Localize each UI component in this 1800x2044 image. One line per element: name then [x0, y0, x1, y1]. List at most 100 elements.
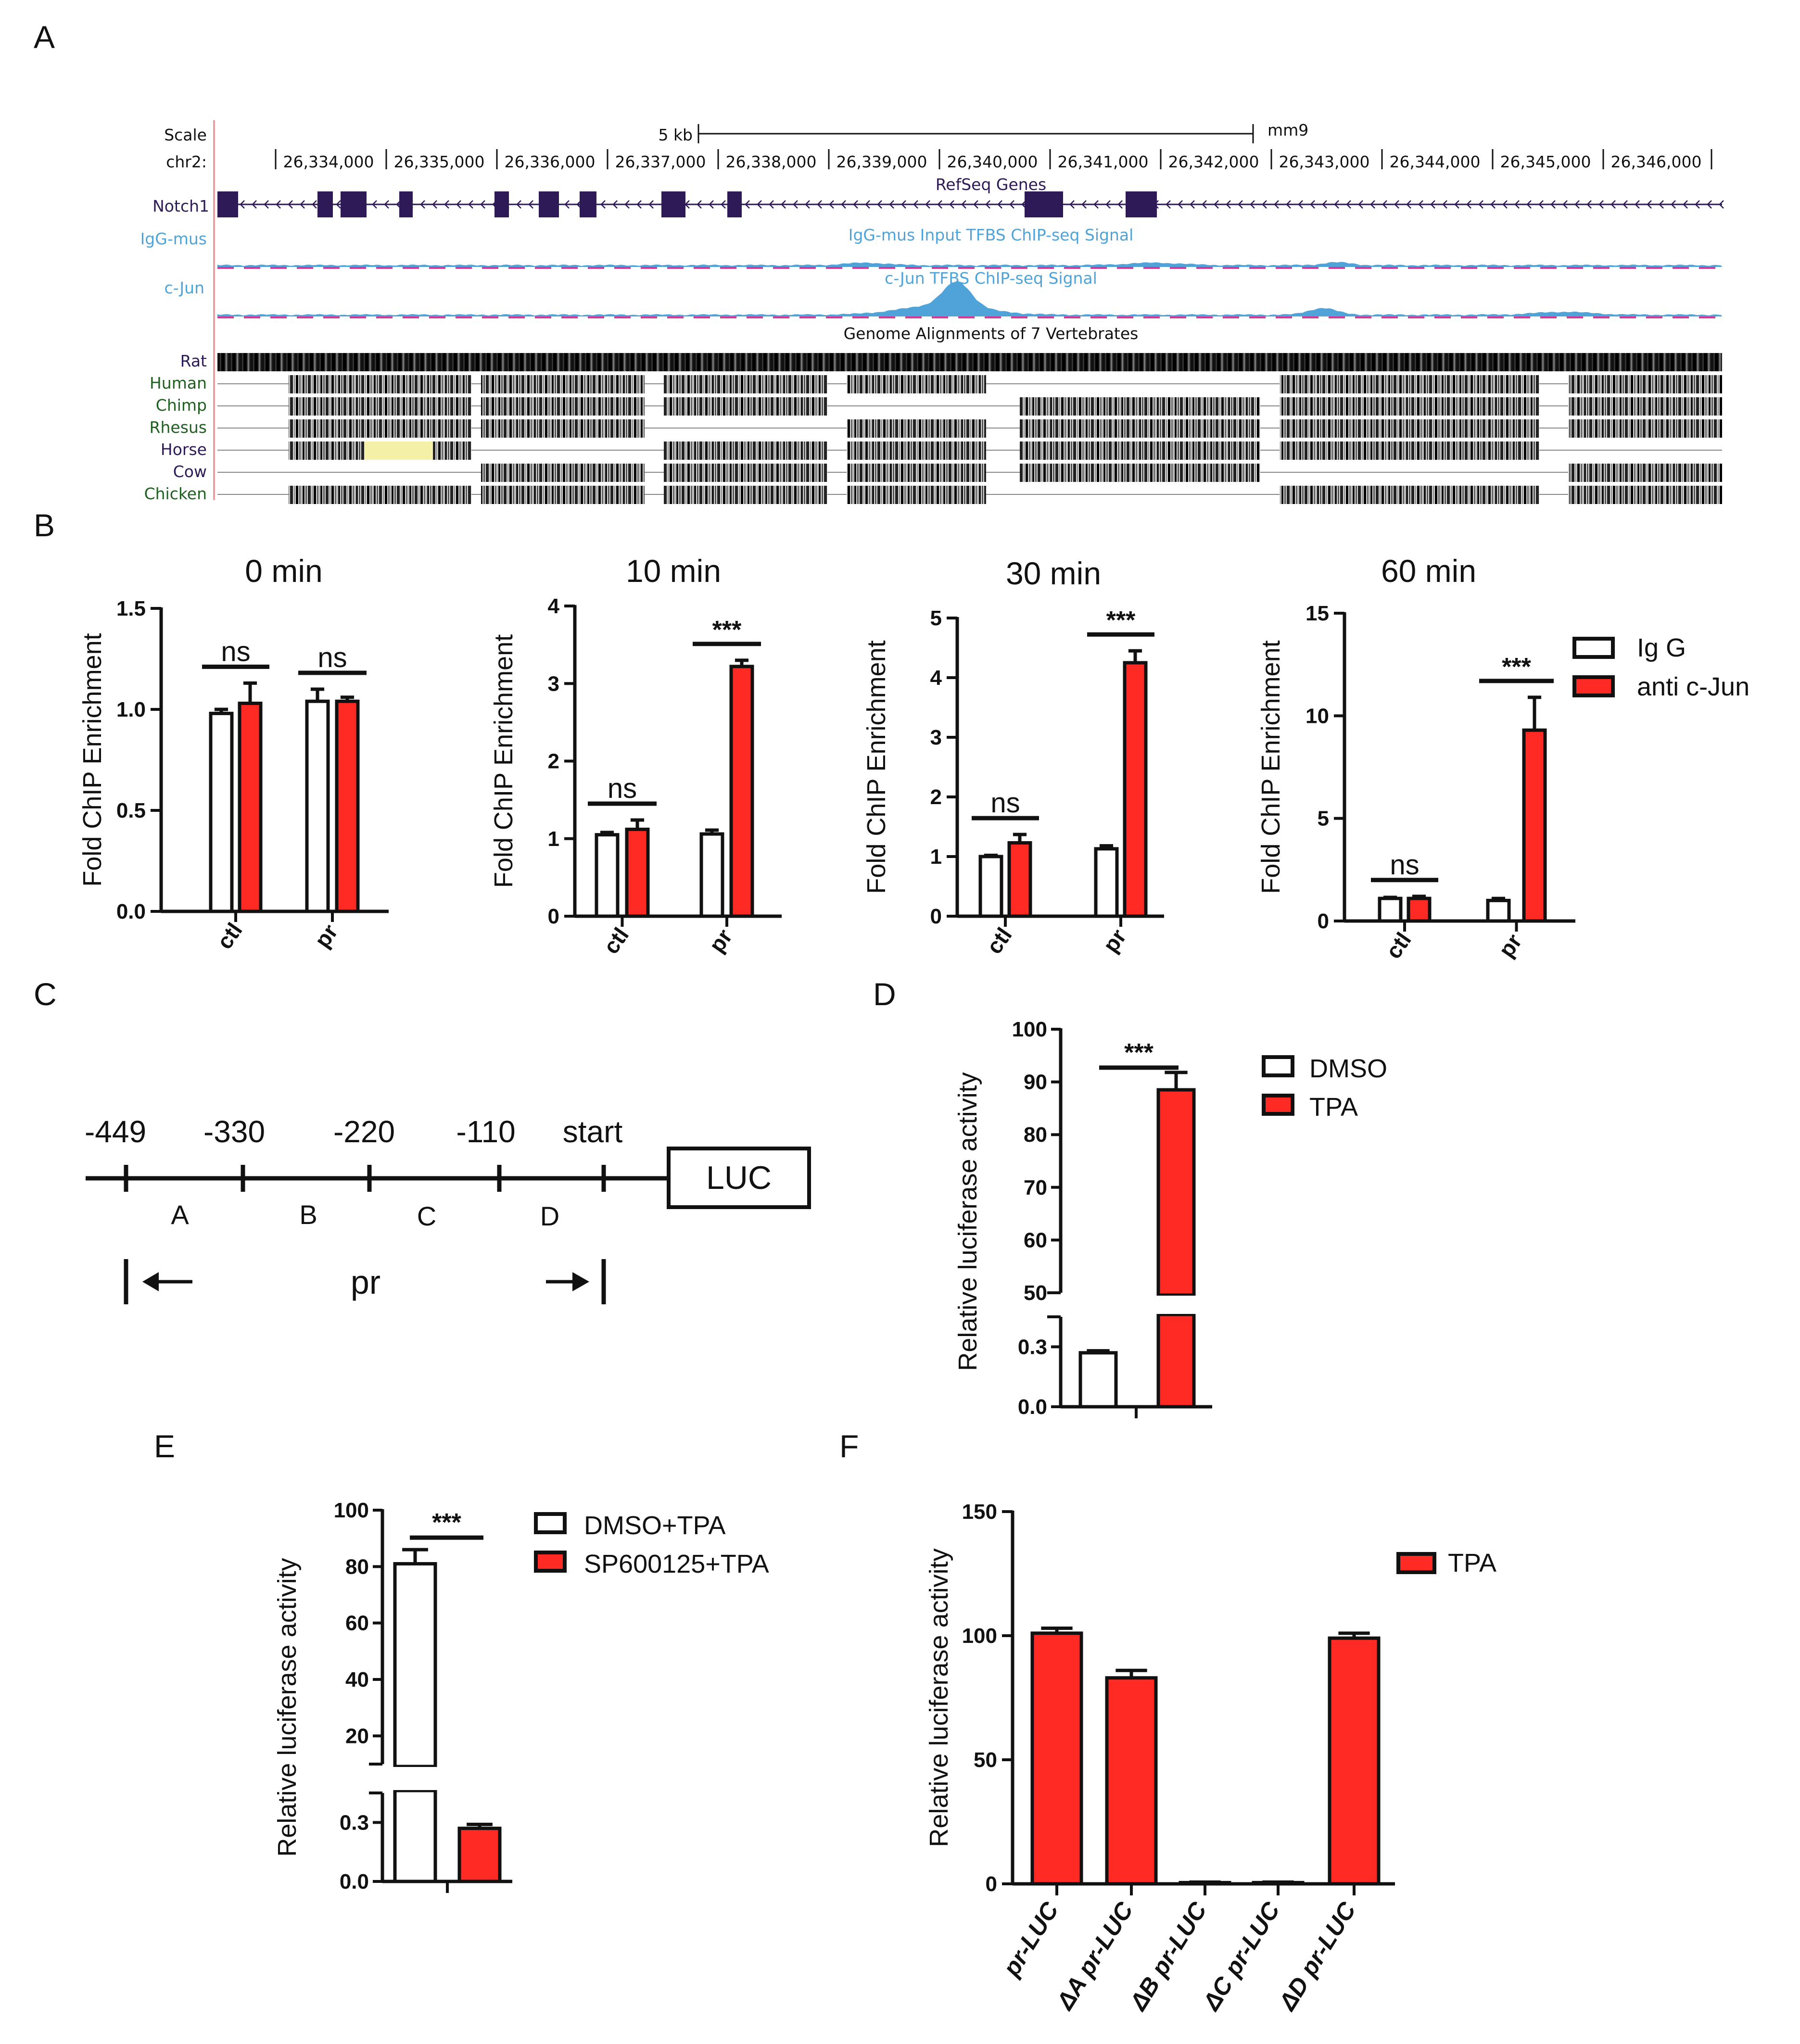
strand-chevron	[1418, 200, 1423, 209]
bar-control	[1078, 1351, 1118, 1409]
strand-chevron	[1562, 200, 1568, 209]
strand-chevron	[372, 200, 377, 209]
strand-chevron	[636, 200, 642, 209]
strand-chevron	[901, 200, 906, 209]
strand-chevron	[1466, 200, 1471, 209]
y-tick-label: 3	[548, 672, 559, 695]
chip-signal-area	[217, 262, 1722, 267]
signal-gap-mark	[879, 315, 895, 318]
y-tick-label: 4	[930, 666, 942, 690]
strand-chevron	[1647, 200, 1652, 209]
alignment-block	[847, 486, 986, 504]
strand-chevron	[1310, 200, 1315, 209]
signal-gap-mark	[1143, 266, 1160, 269]
y-tick-label: 0	[930, 905, 942, 928]
alignment-block	[1280, 397, 1539, 416]
signal-gap-mark	[482, 315, 498, 318]
strand-chevron	[1623, 200, 1628, 209]
strand-chevron	[961, 200, 966, 209]
strand-chevron	[1490, 200, 1496, 209]
strand-chevron	[889, 200, 894, 209]
signal-gap-mark	[1090, 266, 1107, 269]
strand-chevron	[600, 200, 606, 209]
strand-chevron	[1298, 200, 1303, 209]
legend-f-label-tpa: TPA	[1448, 1549, 1496, 1577]
significance-label: ns	[1390, 849, 1419, 881]
signal-gap-mark	[217, 266, 234, 269]
bar-cjun	[625, 827, 650, 918]
coord-label: 26,344,000	[1390, 152, 1481, 171]
significance-label: ***	[1502, 653, 1531, 681]
species-label: Chimp	[156, 396, 207, 415]
signal-gap-mark	[1064, 315, 1080, 318]
y-axis-label: Fold ChIP Enrichment	[78, 633, 107, 886]
alignment-highlight	[364, 442, 433, 460]
significance-label: ***	[432, 1509, 461, 1537]
y-tick-label: 0.3	[1018, 1335, 1047, 1359]
strand-chevron	[1719, 200, 1724, 209]
signal-gap-mark	[641, 315, 657, 318]
bar-cjun	[1522, 728, 1547, 923]
strand-chevron	[1346, 200, 1351, 209]
strand-chevron	[648, 200, 654, 209]
strand-chevron	[1322, 200, 1327, 209]
strand-chevron	[697, 200, 702, 209]
y-tick-label: 5	[1318, 807, 1329, 831]
signal-gap-mark	[1620, 315, 1636, 318]
strand-chevron	[240, 200, 245, 209]
strand-chevron	[1274, 200, 1279, 209]
coordinate-ruler: 26,334,000 26,335,000 26,336,000 26,337,000…	[275, 149, 1712, 171]
strand-chevron	[1358, 200, 1363, 209]
alignment-block	[1568, 486, 1722, 504]
alignment-block	[481, 397, 645, 416]
signal-gap-mark	[429, 315, 445, 318]
signal-gap-mark	[1593, 315, 1610, 318]
species-label: Human	[150, 374, 207, 392]
strand-chevron	[1478, 200, 1483, 209]
strand-chevron	[1178, 200, 1183, 209]
strand-chevron	[1514, 200, 1520, 209]
signal-gap-mark	[1540, 315, 1557, 318]
y-tick-label: 100	[962, 1624, 997, 1648]
signal-gap-mark	[456, 315, 472, 318]
signal-gap-mark	[826, 266, 842, 269]
strand-chevron	[1382, 200, 1387, 209]
strand-chevron	[1574, 200, 1580, 209]
strand-chevron	[1286, 200, 1291, 209]
alignment-block	[1568, 375, 1722, 393]
legend-d: DMSO TPA	[1262, 1054, 1387, 1122]
strand-chevron	[721, 200, 726, 209]
strand-chevron	[1334, 200, 1339, 209]
y-tick-label: 1	[548, 827, 559, 851]
y-axis-label: Fold ChIP Enrichment	[1256, 640, 1285, 894]
position-449: -449	[85, 1114, 146, 1149]
y-tick-label: 0.0	[116, 900, 146, 923]
alignment-block	[289, 397, 471, 416]
strand-chevron	[384, 200, 389, 209]
category-label: pr	[704, 924, 737, 957]
strand-chevron	[1069, 200, 1075, 209]
legend-e-label-dmso-tpa: DMSO+TPA	[584, 1511, 726, 1540]
y-tick-label: 20	[345, 1724, 369, 1748]
strand-chevron	[1262, 200, 1267, 209]
strand-chevron	[1370, 200, 1375, 209]
strand-chevron	[1093, 200, 1099, 209]
signal-gap-mark	[270, 315, 287, 318]
signal-gap-mark	[1699, 315, 1715, 318]
bar-igg	[305, 699, 330, 913]
signal-gap-mark	[1011, 315, 1027, 318]
signal-gap-mark	[614, 266, 631, 269]
strand-chevron	[1695, 200, 1700, 209]
gene-exon	[580, 191, 596, 217]
coord-label: 26,342,000	[1168, 152, 1259, 171]
signal-gap-mark	[958, 266, 975, 269]
bar-break-gap	[1155, 1296, 1197, 1314]
legend-b-label-cjun: anti c-Jun	[1637, 672, 1749, 701]
alignment-block	[847, 442, 986, 460]
y-tick-label: 0	[986, 1872, 997, 1896]
alignment-block	[217, 353, 1722, 371]
gene-exon	[494, 191, 509, 217]
strand-chevron	[264, 200, 269, 209]
alignment-block	[289, 419, 471, 438]
strand-chevron	[1081, 200, 1087, 209]
